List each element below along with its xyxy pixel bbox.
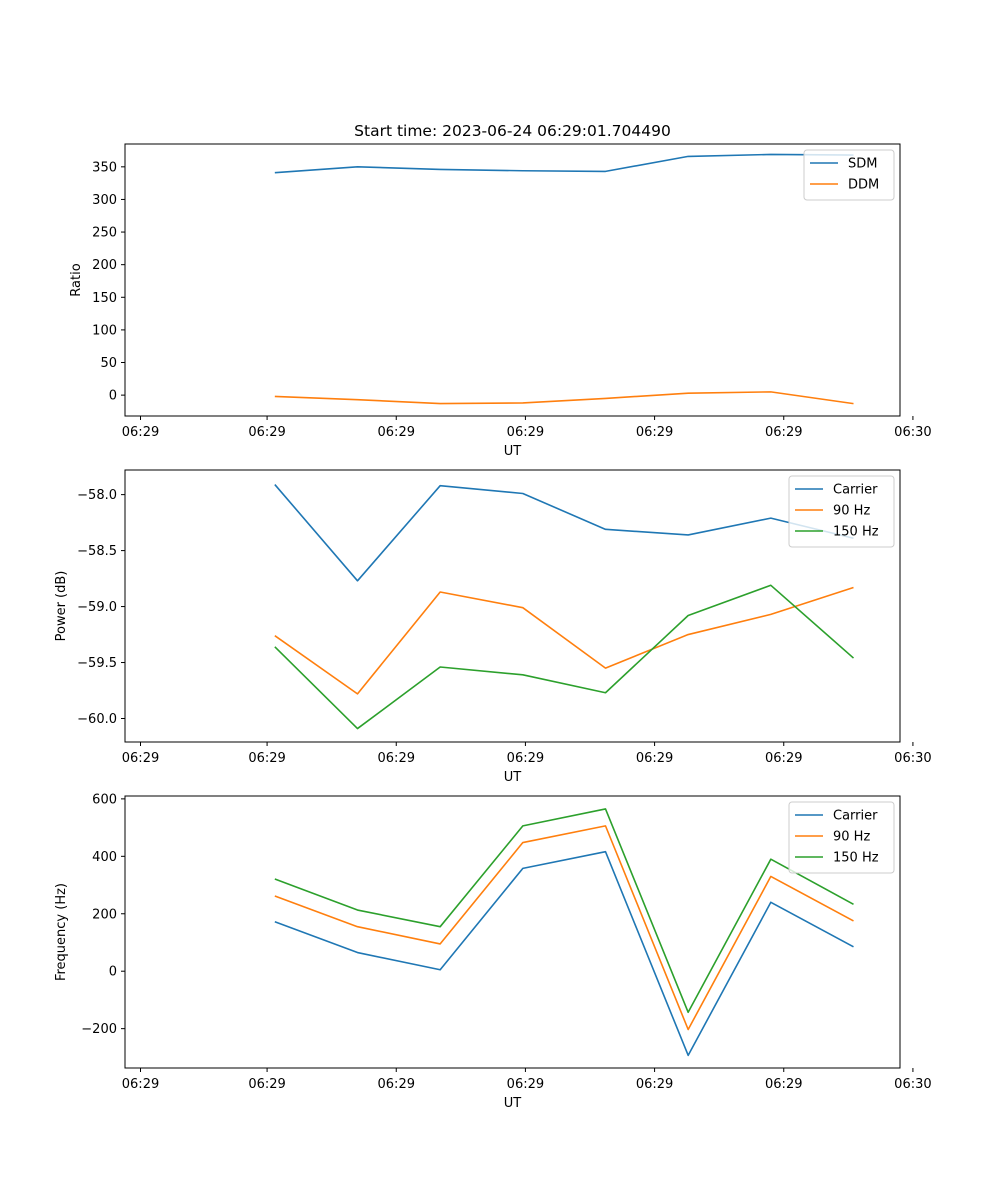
chart-3-series-3-line [274, 808, 854, 1014]
chart-1-legend-label-2: DDM [848, 178, 879, 193]
chart-3-x-tick-label-4: 06:29 [507, 1077, 544, 1092]
chart-2-x-tick-label-7: 06:30 [894, 751, 931, 766]
chart-1-y-tick-label-6: 250 [92, 226, 117, 241]
chart-1-y-tick-label-7: 300 [92, 193, 117, 208]
chart-1-series-1-line [274, 153, 854, 174]
chart-1-x-tick-label-7: 06:30 [894, 425, 931, 440]
chart-1-x-tick-label-2: 06:29 [248, 425, 285, 440]
chart-2-x-tick-label-6: 06:29 [765, 751, 802, 766]
chart-2-series-2-line [274, 586, 854, 695]
chart-2-y-tick-label-2: −59.5 [77, 656, 117, 671]
chart-1-x-tick-label-6: 06:29 [765, 425, 802, 440]
figure-title: Start time: 2023-06-24 06:29:01.704490 [354, 122, 671, 140]
chart-2-legend-label-2: 90 Hz [833, 504, 870, 519]
chart-3-y-tick-label-1: −200 [81, 1022, 117, 1037]
chart-1-x-tick-label-5: 06:29 [636, 425, 673, 440]
chart-1-legend-label-1: SDM [848, 157, 877, 172]
chart-1-series-2-line [274, 391, 854, 405]
chart-1-axes-frame [124, 143, 901, 417]
chart-3-x-tick-label-6: 06:29 [765, 1077, 802, 1092]
chart-2-y-tick-label-5: −58.0 [77, 488, 117, 503]
chart-3-axes-frame [124, 795, 901, 1069]
chart-2-y-tick-label-3: −59.0 [77, 600, 117, 615]
chart-2-y-axis-label: Power (dB) [54, 571, 69, 642]
chart-1-y-tick-label-2: 50 [100, 356, 117, 371]
chart-2-legend-box [788, 475, 895, 548]
chart-3-legend-label-3: 150 Hz [833, 851, 879, 866]
chart-3-series-1-line [274, 850, 854, 1057]
chart-2-legend-label-3: 150 Hz [833, 525, 879, 540]
chart-2-y-tick-label-4: −58.5 [77, 544, 117, 559]
chart-2: 06:29 06:29 06:29 06:29 06:29 06:29 06:30 −60.0… [54, 469, 932, 785]
chart-1-x-tick-label-3: 06:29 [378, 425, 415, 440]
chart-2-series-1-line [274, 484, 854, 582]
chart-3-y-tick-label-2: 0 [109, 965, 117, 980]
chart-1-y-tick-label-1: 0 [109, 389, 117, 404]
chart-3-y-axis-label: Frequency (Hz) [54, 883, 69, 981]
chart-1-x-tick-label-4: 06:29 [507, 425, 544, 440]
chart-3-legend: Carrier 90 Hz 150 Hz [788, 801, 895, 874]
chart-1: 06:29 06:29 06:29 06:29 06:29 06:29 06:30 0 50 10… [69, 143, 932, 459]
chart-3: 06:29 06:29 06:29 06:29 06:29 06:29 06:30 −200 0… [54, 792, 932, 1111]
chart-2-x-tick-label-1: 06:29 [122, 751, 159, 766]
chart-3-x-tick-label-1: 06:29 [122, 1077, 159, 1092]
chart-1-x-tick-label-1: 06:29 [122, 425, 159, 440]
chart-1-y-tick-label-5: 200 [92, 258, 117, 273]
chart-3-series-2-line [274, 825, 854, 1031]
chart-3-x-axis-label: UT [504, 1096, 522, 1111]
chart-2-x-axis-label: UT [504, 770, 522, 785]
chart-3-y-tick-label-4: 400 [92, 850, 117, 865]
chart-2-x-tick-label-4: 06:29 [507, 751, 544, 766]
chart-2-series-3-line [274, 584, 855, 730]
chart-3-x-tick-label-5: 06:29 [636, 1077, 673, 1092]
chart-1-y-tick-label-3: 100 [92, 323, 117, 338]
chart-3-legend-box [788, 801, 895, 874]
chart-2-axes-frame [124, 469, 901, 743]
chart-2-x-tick-label-5: 06:29 [636, 751, 673, 766]
chart-1-x-axis-label: UT [504, 444, 522, 459]
chart-3-x-tick-label-7: 06:30 [894, 1077, 931, 1092]
chart-1-y-tick-label-8: 350 [92, 160, 117, 175]
chart-3-x-tick-label-3: 06:29 [378, 1077, 415, 1092]
chart-2-x-tick-label-2: 06:29 [248, 751, 285, 766]
chart-3-legend-label-2: 90 Hz [833, 830, 870, 845]
chart-3-x-tick-label-2: 06:29 [248, 1077, 285, 1092]
chart-2-y-tick-label-1: −60.0 [77, 712, 117, 727]
chart-3-y-tick-label-5: 600 [92, 792, 117, 807]
chart-3-legend-label-1: Carrier [833, 809, 878, 824]
chart-2-x-tick-label-3: 06:29 [378, 751, 415, 766]
chart-1-y-tick-label-4: 150 [92, 291, 117, 306]
chart-3-y-tick-label-3: 200 [92, 907, 117, 922]
chart-2-legend: Carrier 90 Hz 150 Hz [788, 475, 895, 548]
chart-1-legend: SDM DDM [803, 149, 895, 201]
chart-1-y-axis-label: Ratio [69, 263, 84, 296]
chart-2-legend-label-1: Carrier [833, 483, 878, 498]
